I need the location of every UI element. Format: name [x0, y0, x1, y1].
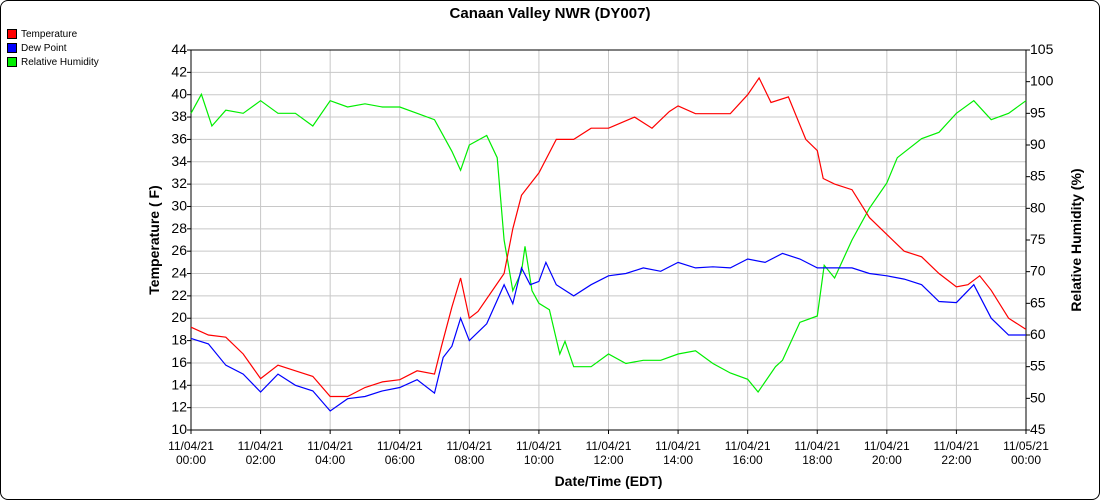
y-tick-label: 44 — [171, 41, 187, 57]
x-tick-label-date: 11/04/21 — [864, 439, 910, 453]
y-tick-label: 18 — [171, 332, 187, 348]
legend-swatch — [7, 57, 17, 67]
x-tick-label-date: 11/05/21 — [1003, 439, 1049, 453]
y-tick-label: 30 — [171, 197, 187, 213]
y2-tick-label: 60 — [1030, 326, 1046, 342]
y-tick-label: 40 — [171, 86, 187, 102]
y2-tick-label: 85 — [1030, 168, 1046, 184]
x-tick-label-date: 11/04/21 — [586, 439, 632, 453]
y2-tick-label: 105 — [1030, 41, 1054, 57]
y-tick-label: 12 — [171, 399, 187, 415]
x-tick-label-date: 11/04/21 — [725, 439, 771, 453]
legend-item-relative-humidity: Relative Humidity — [7, 55, 99, 69]
x-tick-label-date: 11/04/21 — [934, 439, 980, 453]
x-tick-label-date: 11/04/21 — [446, 439, 492, 453]
x-tick-label-date: 11/04/21 — [655, 439, 701, 453]
legend-label: Dew Point — [21, 42, 67, 54]
y2-tick-label: 50 — [1030, 389, 1046, 405]
y2-tick-label: 55 — [1030, 358, 1046, 374]
series-line-dew-point — [190, 252, 1026, 412]
y2-tick-label: 80 — [1030, 199, 1046, 215]
x-tick-label-time: 18:00 — [802, 453, 832, 467]
x-tick-label-date: 11/04/21 — [794, 439, 840, 453]
y2-tick-label: 90 — [1030, 136, 1046, 152]
x-tick-label-time: 16:00 — [733, 453, 763, 467]
y-tick-label: 24 — [171, 265, 187, 281]
y-axis-title: Temperature ( F) — [146, 185, 162, 294]
x-tick-label-time: 22:00 — [941, 453, 971, 467]
y2-tick-label: 100 — [1030, 73, 1054, 89]
legend: Temperature Dew Point Relative Humidity — [7, 27, 99, 69]
x-tick-label-time: 20:00 — [872, 453, 902, 467]
y-tick-label: 38 — [171, 108, 187, 124]
x-tick-label-time: 14:00 — [663, 453, 693, 467]
y2-axis-title: Relative Humidity (%) — [1068, 168, 1084, 311]
legend-item-dew-point: Dew Point — [7, 41, 99, 55]
x-axis-title: Date/Time (EDT) — [555, 473, 663, 489]
legend-item-temperature: Temperature — [7, 27, 99, 41]
x-tick-label-time: 08:00 — [454, 453, 484, 467]
y-tick-label: 16 — [171, 354, 187, 370]
legend-label: Temperature — [21, 28, 78, 40]
y-tick-label: 14 — [171, 376, 187, 392]
y-tick-label: 28 — [171, 220, 187, 236]
y-tick-label: 20 — [171, 309, 187, 325]
chart-title: Canaan Valley NWR (DY007) — [449, 5, 651, 22]
legend-swatch — [7, 29, 17, 39]
x-tick-label-time: 06:00 — [385, 453, 415, 467]
x-tick-label-date: 11/04/21 — [377, 439, 423, 453]
y2-tick-label: 65 — [1030, 294, 1046, 310]
series-line-relative-humidity — [190, 92, 1027, 393]
y2-tick-label: 95 — [1030, 104, 1046, 120]
legend-swatch — [7, 43, 17, 53]
x-tick-label-time: 12:00 — [593, 453, 623, 467]
y-tick-label: 34 — [171, 153, 187, 169]
x-tick-label-time: 10:00 — [524, 453, 554, 467]
y-tick-label: 42 — [171, 63, 187, 79]
y-tick-label: 36 — [171, 130, 187, 146]
y2-tick-label: 70 — [1030, 263, 1046, 279]
y-tick-label: 32 — [171, 175, 187, 191]
x-tick-label-time: 02:00 — [246, 453, 276, 467]
y2-tick-label: 75 — [1030, 231, 1046, 247]
y-tick-label: 26 — [171, 242, 187, 258]
x-tick-label-date: 11/04/21 — [516, 439, 562, 453]
x-tick-label-date: 11/04/21 — [238, 439, 284, 453]
x-tick-label-time: 00:00 — [1011, 453, 1041, 467]
x-tick-label-date: 11/04/21 — [168, 439, 214, 453]
y-tick-label: 10 — [171, 421, 187, 437]
y2-tick-label: 45 — [1030, 421, 1046, 437]
series-line-temperature — [190, 76, 1027, 398]
x-tick-label-time: 00:00 — [176, 453, 206, 467]
y-tick-label: 22 — [171, 287, 187, 303]
legend-label: Relative Humidity — [21, 56, 99, 68]
x-tick-label-time: 04:00 — [315, 453, 345, 467]
x-tick-label-date: 11/04/21 — [307, 439, 353, 453]
